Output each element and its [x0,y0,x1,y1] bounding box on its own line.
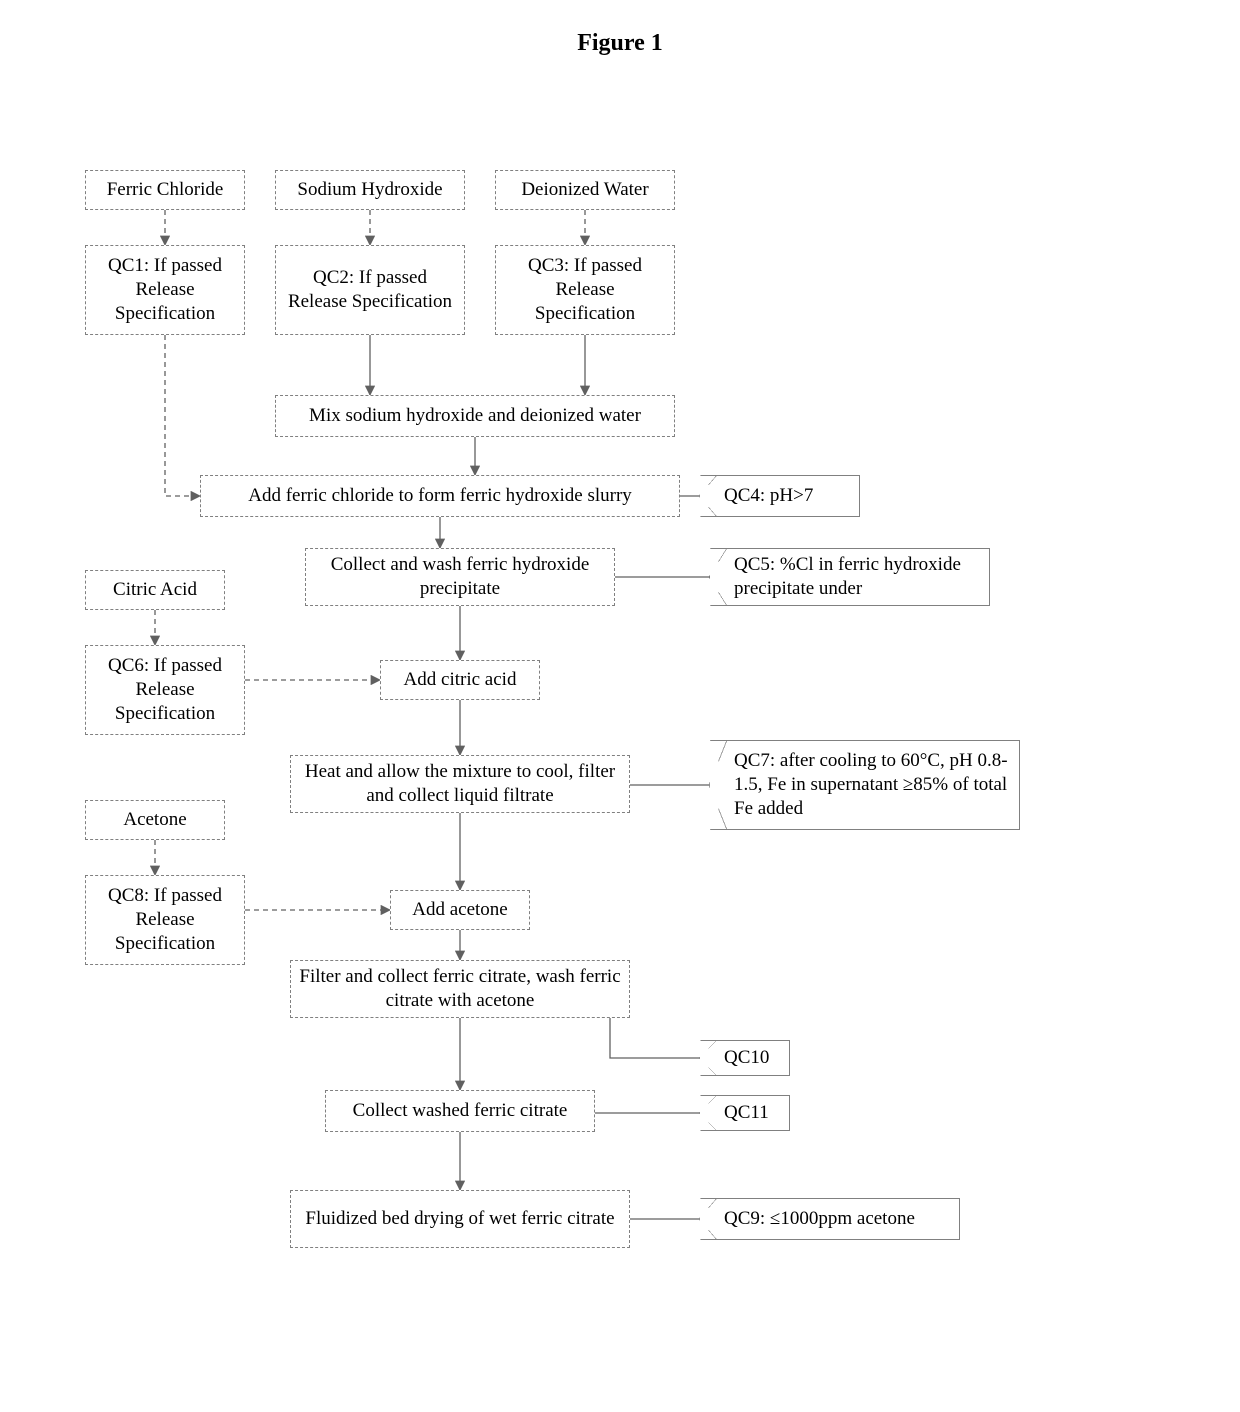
node-add_fecl: Add ferric chloride to form ferric hydro… [200,475,680,517]
node-qc3: QC3: If passed Release Specification [495,245,675,335]
node-citric_acid: Citric Acid [85,570,225,610]
node-deionized_water: Deionized Water [495,170,675,210]
node-qc2: QC2: If passed Release Specification [275,245,465,335]
figure-title: Figure 1 [0,30,1240,57]
node-collect_wash: Collect and wash ferric hydroxide precip… [305,548,615,606]
node-filter_collect: Filter and collect ferric citrate, wash … [290,960,630,1018]
node-mix: Mix sodium hydroxide and deionized water [275,395,675,437]
qc-tag-qc10: QC10 [700,1040,790,1076]
node-heat_cool: Heat and allow the mixture to cool, filt… [290,755,630,813]
node-qc6: QC6: If passed Release Specification [85,645,245,735]
node-add_citric: Add citric acid [380,660,540,700]
qc-tag-qc7: QC7: after cooling to 60°C, pH 0.8-1.5, … [710,740,1020,830]
node-sodium_hydroxide: Sodium Hydroxide [275,170,465,210]
node-add_acetone: Add acetone [390,890,530,930]
node-ferric_chloride: Ferric Chloride [85,170,245,210]
qc-tag-qc4: QC4: pH>7 [700,475,860,517]
qc-tag-qc11: QC11 [700,1095,790,1131]
qc-tag-qc9: QC9: ≤1000ppm acetone [700,1198,960,1240]
node-fluidized: Fluidized bed drying of wet ferric citra… [290,1190,630,1248]
node-collect_washed: Collect washed ferric citrate [325,1090,595,1132]
node-qc1: QC1: If passed Release Specification [85,245,245,335]
node-qc8: QC8: If passed Release Specification [85,875,245,965]
node-acetone: Acetone [85,800,225,840]
qc-tag-qc5: QC5: %Cl in ferric hydroxide precipitate… [710,548,990,606]
